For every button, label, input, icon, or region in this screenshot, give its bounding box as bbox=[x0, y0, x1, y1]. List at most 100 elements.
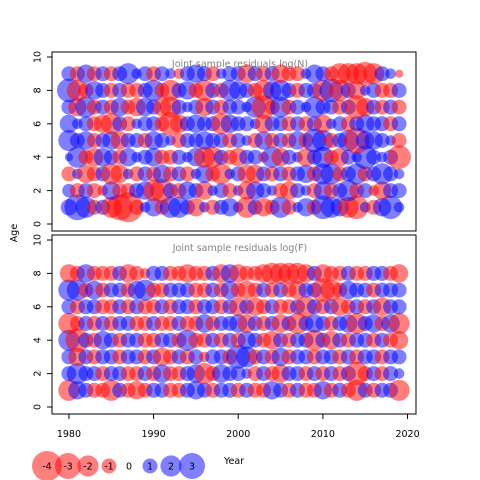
x-axis: 1980 1990 2000 2010 2020 bbox=[57, 413, 420, 440]
bubble-log-n-age1-1988 bbox=[129, 199, 145, 215]
bubble-log-f-age2-2019 bbox=[393, 368, 405, 379]
panel-log-n: Joint sample residuals log(N) 0 2 4 6 8 10 bbox=[33, 51, 417, 232]
bubble-log-n-age3-1994 bbox=[179, 166, 195, 182]
y-tick-label-log-f-6: 6 bbox=[33, 304, 44, 310]
bubble-log-n-age7-2000 bbox=[230, 99, 246, 115]
bubble-log-n-age3-1986 bbox=[110, 164, 129, 184]
x-tick-label-2020: 2020 bbox=[395, 429, 419, 440]
x-tick-label-2010: 2010 bbox=[311, 429, 335, 440]
bubble-log-n-age8-2019 bbox=[391, 82, 407, 98]
bubble-log-f-age2-2000 bbox=[230, 366, 246, 382]
bubble-log-n-age4-2019 bbox=[387, 145, 411, 170]
bubble-log-n-age2-1983 bbox=[86, 183, 102, 199]
bubble-log-n-age2-1999 bbox=[222, 183, 238, 199]
x-axis-title: Year bbox=[223, 456, 244, 467]
legend-label-0: 0 bbox=[126, 462, 132, 473]
legend-bubble--3 bbox=[55, 453, 81, 479]
bubble-log-n-age5-1991 bbox=[154, 133, 170, 148]
bubble-log-f-age8-1988 bbox=[129, 265, 145, 281]
y-tick-label-log-f-10: 10 bbox=[33, 234, 44, 246]
bubble-log-n-age3-1980 bbox=[61, 166, 77, 182]
bubble-size-legend: -4 -3 -2 -1 0 1 2 3 bbox=[32, 451, 205, 480]
legend-label--1: -1 bbox=[104, 462, 113, 473]
panel-log-n-title: Joint sample residuals log(N) bbox=[171, 59, 308, 70]
x-tick-label-1980: 1980 bbox=[57, 429, 81, 440]
y-tick-label-log-f-4: 4 bbox=[33, 337, 44, 343]
legend-bubble--1 bbox=[101, 458, 117, 474]
y-axis-title: Age bbox=[9, 224, 20, 243]
panel-log-n-y-axis: 0 2 4 6 8 10 bbox=[33, 51, 52, 227]
bubble-log-n-age9-2007 bbox=[290, 66, 305, 82]
bubble-log-n-age5-2019 bbox=[391, 133, 407, 148]
bubble-log-n-age4-2013 bbox=[340, 149, 356, 165]
panel-log-n-bubbles bbox=[57, 61, 411, 223]
bubble-log-n-age2-1996 bbox=[195, 181, 214, 200]
bubble-log-n-age7-1993 bbox=[171, 99, 187, 115]
bubble-log-n-age9-2017 bbox=[374, 66, 390, 82]
x-tick-label-2000: 2000 bbox=[226, 429, 250, 440]
y-tick-label-log-n-2: 2 bbox=[33, 188, 44, 194]
legend-bubble-2 bbox=[160, 455, 182, 477]
panel-log-f: Joint sample residuals log(F) 0 2 4 6 8 10 bbox=[33, 234, 417, 415]
bubble-log-n-age1-2018 bbox=[378, 195, 403, 220]
bubble-log-n-age2-2007 bbox=[290, 183, 305, 199]
bubble-log-n-age1-1995 bbox=[186, 198, 206, 217]
legend-bubble--4 bbox=[32, 451, 62, 480]
bubble-log-n-age4-2016 bbox=[366, 149, 382, 165]
y-tick-label-log-n-10: 10 bbox=[33, 51, 44, 63]
legend-label-1: 1 bbox=[147, 462, 153, 473]
bubble-log-f-age4-2019 bbox=[389, 331, 409, 350]
bubble-log-n-age3-2018 bbox=[383, 166, 399, 182]
bubble-log-f-age7-2019 bbox=[391, 282, 407, 298]
bubble-log-n-age1-1999 bbox=[220, 198, 239, 217]
panel-log-n-frame bbox=[51, 51, 417, 232]
bubble-log-f-age6-2019 bbox=[391, 299, 407, 315]
legend-label--3: -3 bbox=[63, 462, 72, 473]
bubble-log-n-age6-1987 bbox=[120, 116, 136, 132]
bubble-log-n-age4-1993 bbox=[171, 149, 187, 165]
legend-bubble-3 bbox=[179, 453, 205, 479]
bubble-log-f-age5-2019 bbox=[388, 312, 410, 335]
legend-label--4: -4 bbox=[42, 462, 51, 473]
bubble-log-f-age2-2018 bbox=[383, 366, 399, 382]
bubble-log-n-age1-2006 bbox=[281, 199, 297, 215]
y-tick-label-log-f-2: 2 bbox=[33, 371, 44, 377]
bubble-log-n-age6-2001 bbox=[239, 116, 255, 132]
x-tick-label-1990: 1990 bbox=[141, 429, 165, 440]
legend-bubble--2 bbox=[77, 455, 99, 477]
legend-bubble-1 bbox=[142, 458, 158, 474]
bubble-log-n-age9-2018 bbox=[385, 68, 396, 79]
y-tick-label-log-n-6: 6 bbox=[33, 121, 44, 127]
bubble-log-n-age4-2002 bbox=[247, 149, 263, 165]
y-tick-label-log-f-8: 8 bbox=[33, 270, 44, 276]
legend-label--2: -2 bbox=[83, 462, 92, 473]
legend-label-3: 3 bbox=[189, 462, 195, 473]
y-tick-label-log-n-8: 8 bbox=[33, 87, 44, 93]
bubble-log-f-age8-2019 bbox=[389, 264, 409, 283]
y-tick-label-log-n-4: 4 bbox=[33, 154, 44, 160]
y-tick-label-log-f-0: 0 bbox=[33, 404, 44, 410]
bubble-log-n-age1-2014 bbox=[344, 195, 369, 220]
legend-label-2: 2 bbox=[168, 462, 174, 473]
bubble-log-n-age3-2019 bbox=[393, 168, 405, 180]
panel-log-f-bubbles bbox=[58, 262, 410, 401]
bubble-log-n-age8-2014 bbox=[347, 81, 366, 100]
bubble-log-n-age9-1987 bbox=[117, 63, 139, 85]
bubble-log-n-age4-2006 bbox=[281, 149, 297, 165]
y-tick-label-log-n-0: 0 bbox=[33, 221, 44, 227]
bubble-log-n-age7-2019 bbox=[391, 99, 407, 115]
bubble-log-n-age7-2007 bbox=[290, 99, 305, 115]
bubble-log-n-age6-2010 bbox=[313, 114, 333, 133]
bubble-log-f-age3-2019 bbox=[391, 349, 407, 365]
bubble-log-n-age6-2019 bbox=[391, 116, 407, 132]
bubble-log-n-age2-2019 bbox=[391, 183, 407, 199]
bubble-log-n-age9-1991 bbox=[154, 66, 170, 82]
bubble-log-n-age6-1980 bbox=[59, 114, 79, 133]
bubble-log-f-age3-1995 bbox=[188, 349, 204, 365]
bubble-log-n-age5-2000 bbox=[230, 133, 246, 148]
panel-log-f-title: Joint sample residuals log(F) bbox=[172, 243, 308, 254]
bubble-log-n-age2-2003 bbox=[256, 183, 272, 199]
bubble-log-n-age1-1987 bbox=[113, 192, 144, 223]
bubble-log-f-age1-2019 bbox=[388, 379, 410, 401]
